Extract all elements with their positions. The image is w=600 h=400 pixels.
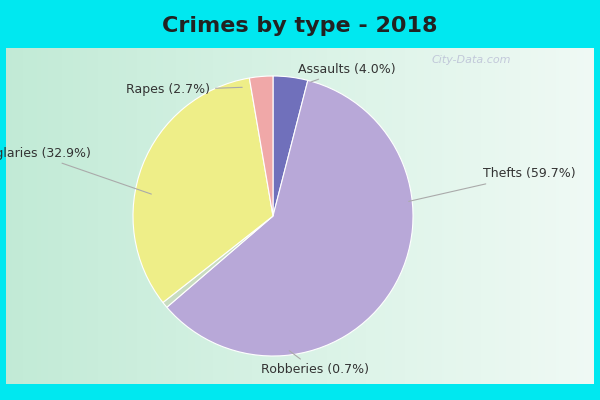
Wedge shape [133,78,273,302]
Wedge shape [250,76,273,216]
Wedge shape [167,80,413,356]
Text: Robberies (0.7%): Robberies (0.7%) [261,351,369,376]
Text: Burglaries (32.9%): Burglaries (32.9%) [0,146,151,194]
Text: Thefts (59.7%): Thefts (59.7%) [409,168,575,201]
Wedge shape [163,216,273,307]
Text: Crimes by type - 2018: Crimes by type - 2018 [162,16,438,36]
Text: Rapes (2.7%): Rapes (2.7%) [126,84,242,96]
Wedge shape [273,76,308,216]
Text: City-Data.com: City-Data.com [431,55,511,65]
Text: Assaults (4.0%): Assaults (4.0%) [298,62,396,82]
